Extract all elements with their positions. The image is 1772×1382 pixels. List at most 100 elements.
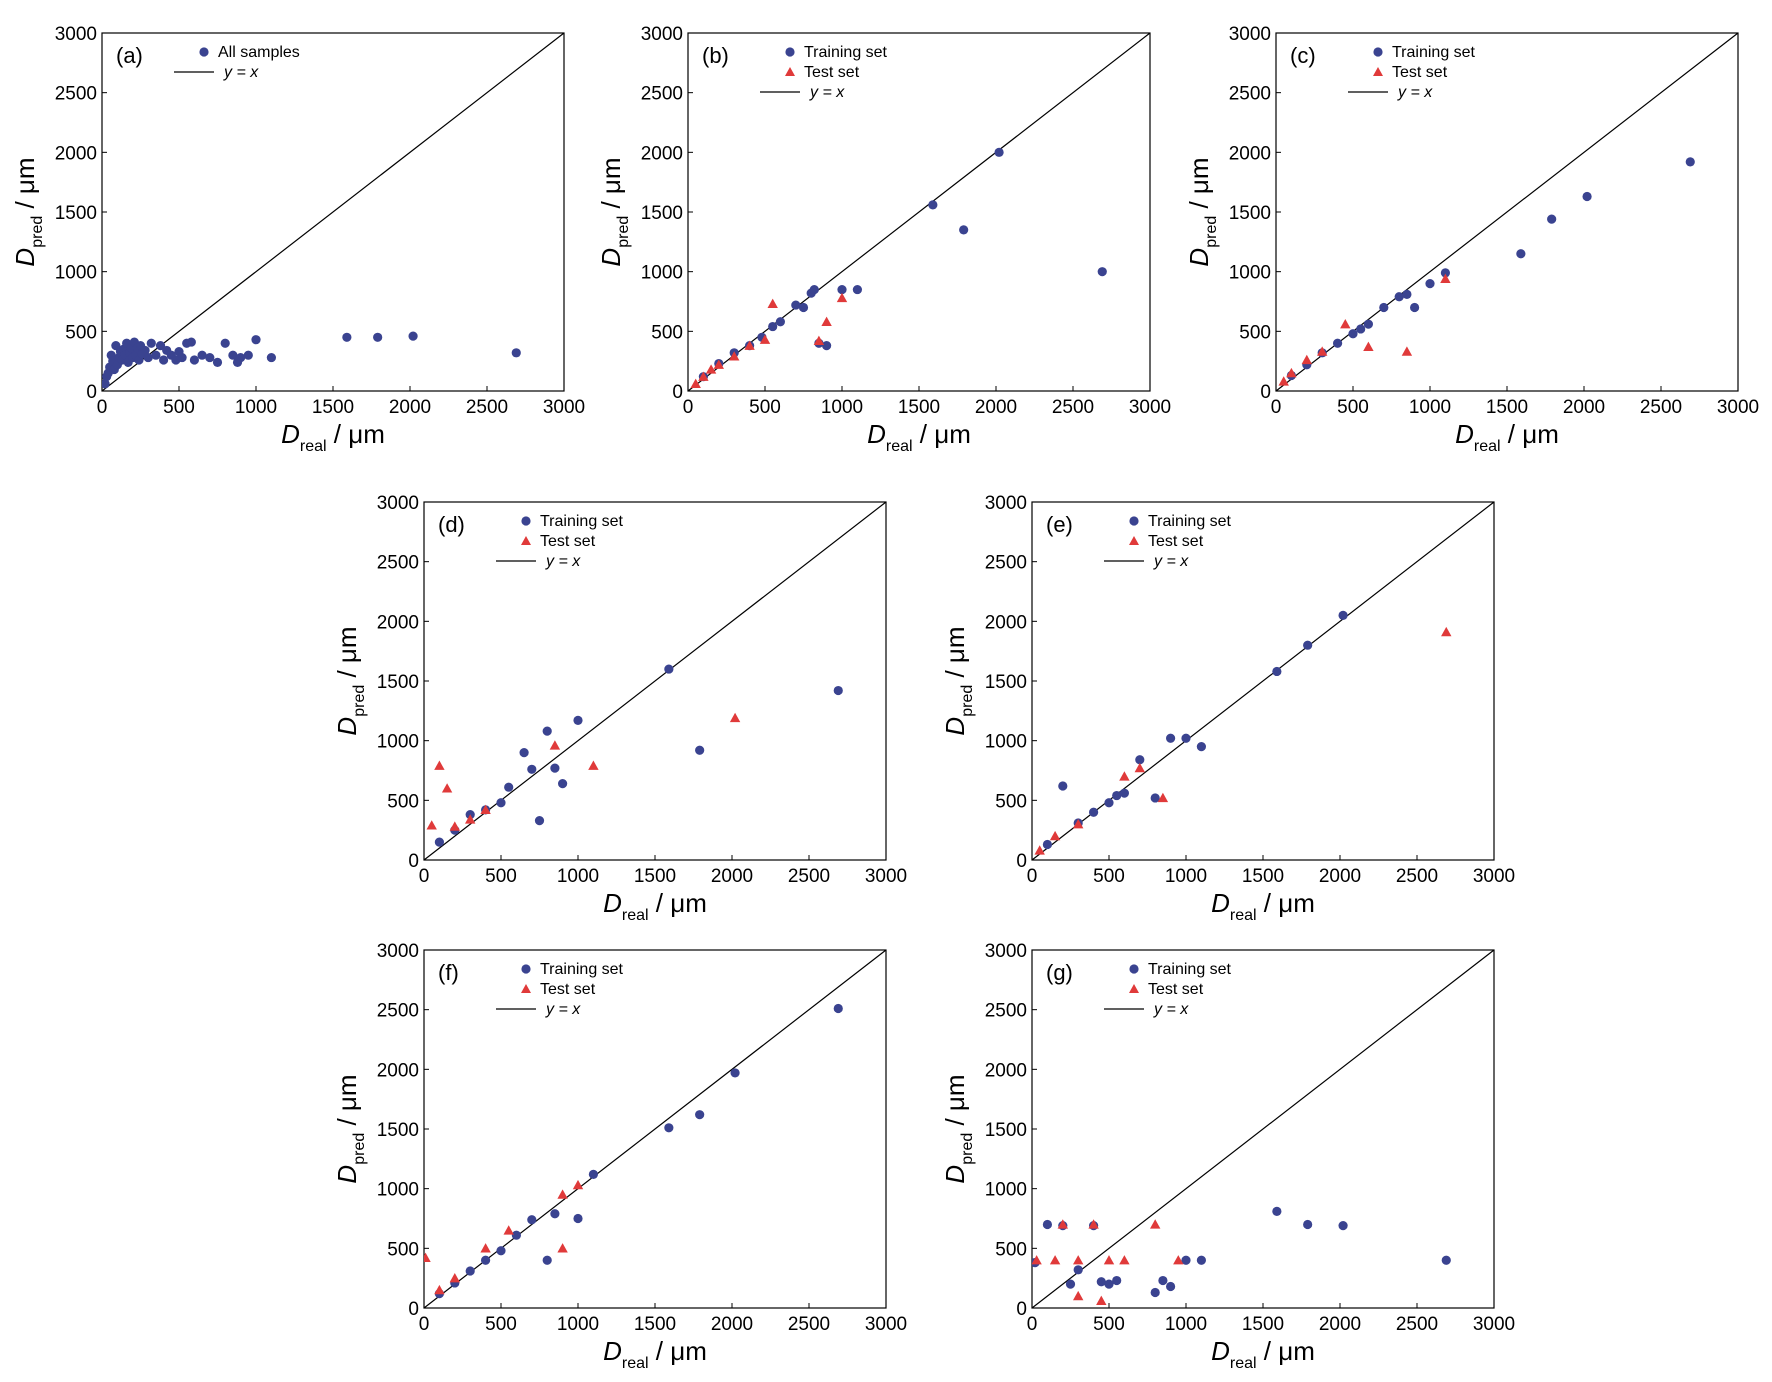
x-axis-symbol: D [281,419,300,449]
data-point-circle [504,782,514,792]
data-point-circle [775,317,786,327]
legend-entry: y = x [760,84,845,101]
y-tick-label: 2500 [985,1001,1027,1022]
y-tick-label: 500 [65,322,97,343]
y-tick-label: 500 [387,1239,419,1260]
data-point-circle [251,335,261,345]
y-tick-label: 500 [1239,322,1271,343]
y-axis-unit: / μm [332,626,362,684]
data-point-circle [1158,1275,1168,1286]
y-tick-label: 2000 [55,143,97,164]
legend-entry: Training set [1129,513,1232,530]
y-axis-unit: / μm [940,626,970,684]
data-point-circle [197,350,207,360]
data-point-circle [228,350,238,360]
y-tick-label: 2000 [1229,143,1271,164]
data-point-triangle [441,783,453,793]
data-point-triangle [1073,819,1084,829]
data-point-triangle [1049,1255,1061,1265]
legend-label: Test set [540,533,596,550]
data-point-triangle [1173,1255,1184,1265]
data-point-triangle [744,340,755,350]
legend-label: Test set [1392,64,1448,81]
panel-label: (b) [702,43,729,68]
x-tick-label: 2500 [1052,397,1094,418]
x-axis-symbol: D [603,888,622,918]
y-axis-symbol: D [1184,248,1214,267]
data-point-circle [1150,1287,1160,1298]
data-point-circle [1348,329,1358,339]
data-point-circle [1073,1265,1083,1275]
data-point-triangle [813,335,825,346]
data-point-triangle [1073,1290,1084,1301]
y-tick-label: 2000 [377,612,419,633]
data-point-circle [266,352,276,363]
legend-label: Training set [804,44,888,61]
data-point-circle [146,338,156,348]
y-tick-label: 1000 [985,1180,1027,1201]
data-point-triangle [503,1225,514,1235]
x-axis-unit: / μm [327,419,385,449]
y-tick-label: 3000 [985,941,1027,962]
data-point-triangle [1032,1255,1042,1265]
x-tick-label: 0 [1027,1314,1038,1335]
x-axis-unit: / μm [913,419,971,449]
y-tick-label: 0 [408,1299,419,1320]
x-tick-label: 3000 [865,1314,907,1335]
data-point-triangle [557,1243,568,1253]
x-tick-label: 3000 [865,866,907,887]
chart-panel-g: 0 500 1000 1500 2000 2500 3000 0 500 1000 1500 2000… [940,941,1515,1372]
series-marks [426,664,843,847]
data-point-triangle [1286,367,1297,378]
data-point-triangle [1150,1219,1161,1229]
data-point-circle [1181,733,1191,743]
y-axis-symbol: D [596,248,626,267]
reference-line-y-equals-x [1031,501,1495,861]
data-point-circle [664,1123,674,1133]
legend-circle-marker [1373,47,1383,57]
y-axis-title: Dpred / μm [1184,157,1220,266]
y-tick-label: 3000 [55,24,97,45]
y-tick-label: 2500 [1229,84,1271,105]
legend-entry: Training set [521,961,624,978]
data-point-triangle [836,292,848,303]
y-tick-label: 3000 [985,493,1027,514]
panel-label: (g) [1046,960,1073,985]
x-tick-label: 0 [1271,397,1282,418]
data-point-circle [189,355,199,365]
y-tick-label: 2500 [641,84,683,105]
data-point-circle [243,350,253,360]
y-tick-label: 1500 [377,1120,419,1141]
y-tick-label: 1000 [377,1180,419,1201]
chart-panel-a: 0 500 1000 1500 2000 2500 3000 0 500 1000 1500 2000… [10,24,585,455]
x-tick-label: 1000 [557,1314,599,1335]
data-point-circle [159,355,169,365]
data-point-triangle [1278,376,1289,386]
y-axis-subscript: pred [29,216,46,248]
data-point-circle [1181,1255,1191,1265]
y-tick-label: 2500 [985,553,1027,574]
legend-entry: Test set [1129,533,1204,550]
data-point-circle [1547,214,1557,224]
y-tick-label: 1500 [55,203,97,224]
data-point-circle [994,147,1004,157]
legend-label: y = x [1153,1001,1189,1018]
x-axis-subscript: real [1230,907,1257,924]
data-point-circle [408,331,418,341]
data-point-circle [1135,755,1145,765]
y-tick-label: 500 [651,322,683,343]
data-point-circle [481,1255,491,1265]
data-point-circle [542,726,552,736]
y-tick-label: 500 [995,791,1027,812]
data-point-triangle [1034,845,1045,855]
y-axis-title: Dpred / μm [332,626,368,735]
y-axis-symbol: D [332,717,362,736]
data-point-triangle [557,1189,568,1199]
x-tick-label: 2000 [1563,397,1605,418]
data-point-circle [143,352,153,363]
data-point-circle [1089,807,1099,817]
data-point-circle [1440,268,1450,278]
x-axis-unit: / μm [649,1336,707,1366]
data-point-triangle [759,334,771,344]
y-axis-title: Dpred / μm [10,157,46,266]
